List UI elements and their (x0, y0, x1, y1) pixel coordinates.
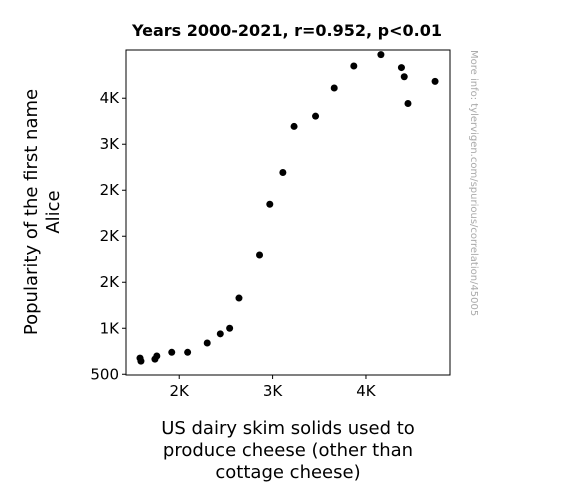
y-axis-label-line: Alice (43, 190, 64, 233)
x-tick-label: 2K (170, 382, 191, 400)
data-point-15 (312, 112, 320, 120)
data-point-16 (330, 84, 338, 92)
data-point-6 (184, 348, 192, 356)
y-axis-label: Popularity of the first name Alice (21, 89, 64, 335)
x-axis-ticks: 2K 3K 4K (170, 375, 377, 400)
x-tick-label: 4K (356, 382, 377, 400)
y-axis-ticks: 500 1K 2K 2K 2K 3K 4K (90, 89, 126, 383)
data-point-11 (256, 251, 264, 259)
data-point-17 (350, 62, 358, 70)
data-point-12 (266, 200, 274, 208)
y-tick-label: 2K (100, 227, 121, 245)
y-axis-label-line: Popularity of the first name (21, 89, 42, 335)
y-tick-label: 4K (100, 89, 121, 107)
data-point-18 (377, 51, 385, 59)
data-point-20 (400, 73, 408, 81)
y-tick-label: 2K (100, 273, 121, 291)
data-point-13 (279, 169, 287, 177)
x-tick-label: 3K (263, 382, 284, 400)
data-point-4 (153, 352, 161, 360)
y-tick-label: 500 (90, 365, 119, 383)
data-point-5 (168, 348, 176, 356)
data-point-19 (397, 64, 405, 72)
data-point-14 (290, 122, 298, 130)
x-axis-label-line: produce cheese (other than (163, 440, 413, 461)
y-tick-label: 3K (100, 135, 121, 153)
y-tick-label: 2K (100, 181, 121, 199)
data-point-8 (216, 330, 224, 338)
data-point-7 (203, 339, 211, 347)
data-point-9 (226, 324, 234, 332)
data-point-10 (235, 294, 243, 302)
y-tick-label: 1K (100, 319, 121, 337)
x-axis-label-line: cottage cheese) (215, 462, 360, 483)
plot-area (125, 49, 451, 376)
watermark-text: More info: tylervigen.com/spurious/corre… (468, 50, 479, 316)
data-point-2 (137, 357, 145, 365)
chart-title: Years 2000-2021, r=0.952, p<0.01 (131, 21, 442, 40)
x-axis-label-line: US dairy skim solids used to (161, 418, 415, 439)
data-point-21 (404, 99, 412, 107)
data-point-22 (431, 77, 439, 85)
data-points (136, 51, 439, 365)
